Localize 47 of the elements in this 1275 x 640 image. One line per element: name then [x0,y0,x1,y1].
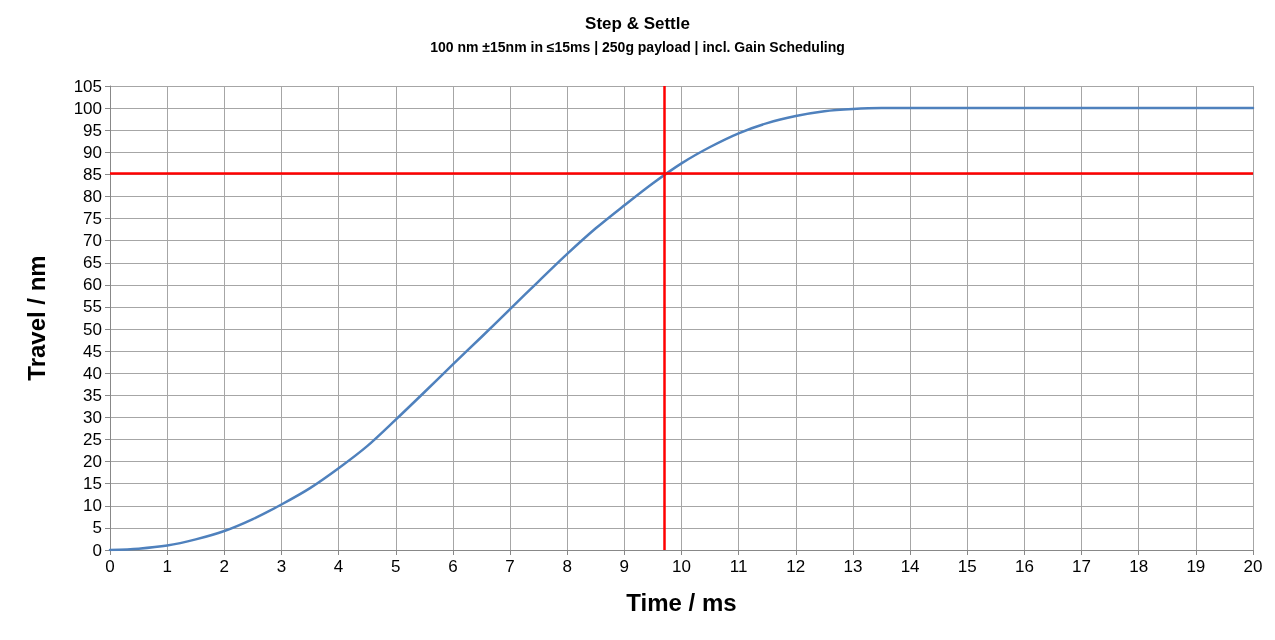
x-tick-label: 19 [1186,557,1206,576]
x-tick-label: 10 [672,557,691,576]
chart-subtitle: 100 nm ±15nm in ≤15ms | 250g payload | incl. Gain Scheduling [430,39,845,55]
y-tick-label: 55 [83,297,102,317]
x-tick-label: 14 [900,557,920,576]
x-tick-label: 12 [786,557,806,576]
x-tick-label: 2 [219,557,230,576]
y-tick-label: 80 [83,186,102,206]
y-tick-label: 65 [83,253,102,273]
y-tick-label: 75 [83,209,102,229]
y-tick-label: 25 [83,430,102,450]
y-tick-label: 95 [83,120,102,140]
x-tick-label: 9 [619,557,630,576]
y-tick-label: 15 [83,474,102,494]
y-tick-label: 100 [73,98,102,118]
x-tick-label: 7 [505,557,515,576]
y-tick-label: 35 [83,385,102,405]
x-tick-label: 0 [105,557,115,576]
y-tick-label: 60 [83,275,102,295]
x-tick-label: 17 [1072,557,1092,576]
x-axis-title: Time / ms [626,588,737,616]
y-tick-label: 0 [92,540,102,560]
y-tick-label: 20 [83,452,102,472]
y-tick-label: 85 [83,164,102,184]
x-tick-label: 1 [162,557,172,576]
x-tick-label: 15 [957,557,977,576]
y-tick-label: 105 [73,76,102,96]
chart-title: Step & Settle [585,14,690,33]
x-tick-label: 20 [1243,557,1263,576]
x-tick-label: 13 [843,557,863,576]
x-tick-label: 5 [391,557,401,576]
y-tick-label: 10 [83,496,102,516]
y-tick-label: 50 [83,319,102,339]
x-tick-label: 18 [1129,557,1149,576]
y-tick-label: 30 [83,407,102,427]
x-tick-label: 16 [1014,557,1034,576]
x-tick-label: 4 [333,557,344,576]
x-tick-label: 8 [562,557,572,576]
y-axis-title: Travel / nm [22,255,50,381]
y-tick-label: 40 [83,363,102,383]
x-tick-label: 3 [276,557,287,576]
y-tick-label: 45 [83,341,102,361]
y-tick-label: 90 [83,142,102,162]
x-tick-label: 11 [729,557,748,576]
x-tick-label: 6 [448,557,458,576]
y-tick-label: 70 [83,231,102,251]
y-tick-label: 5 [92,518,102,538]
